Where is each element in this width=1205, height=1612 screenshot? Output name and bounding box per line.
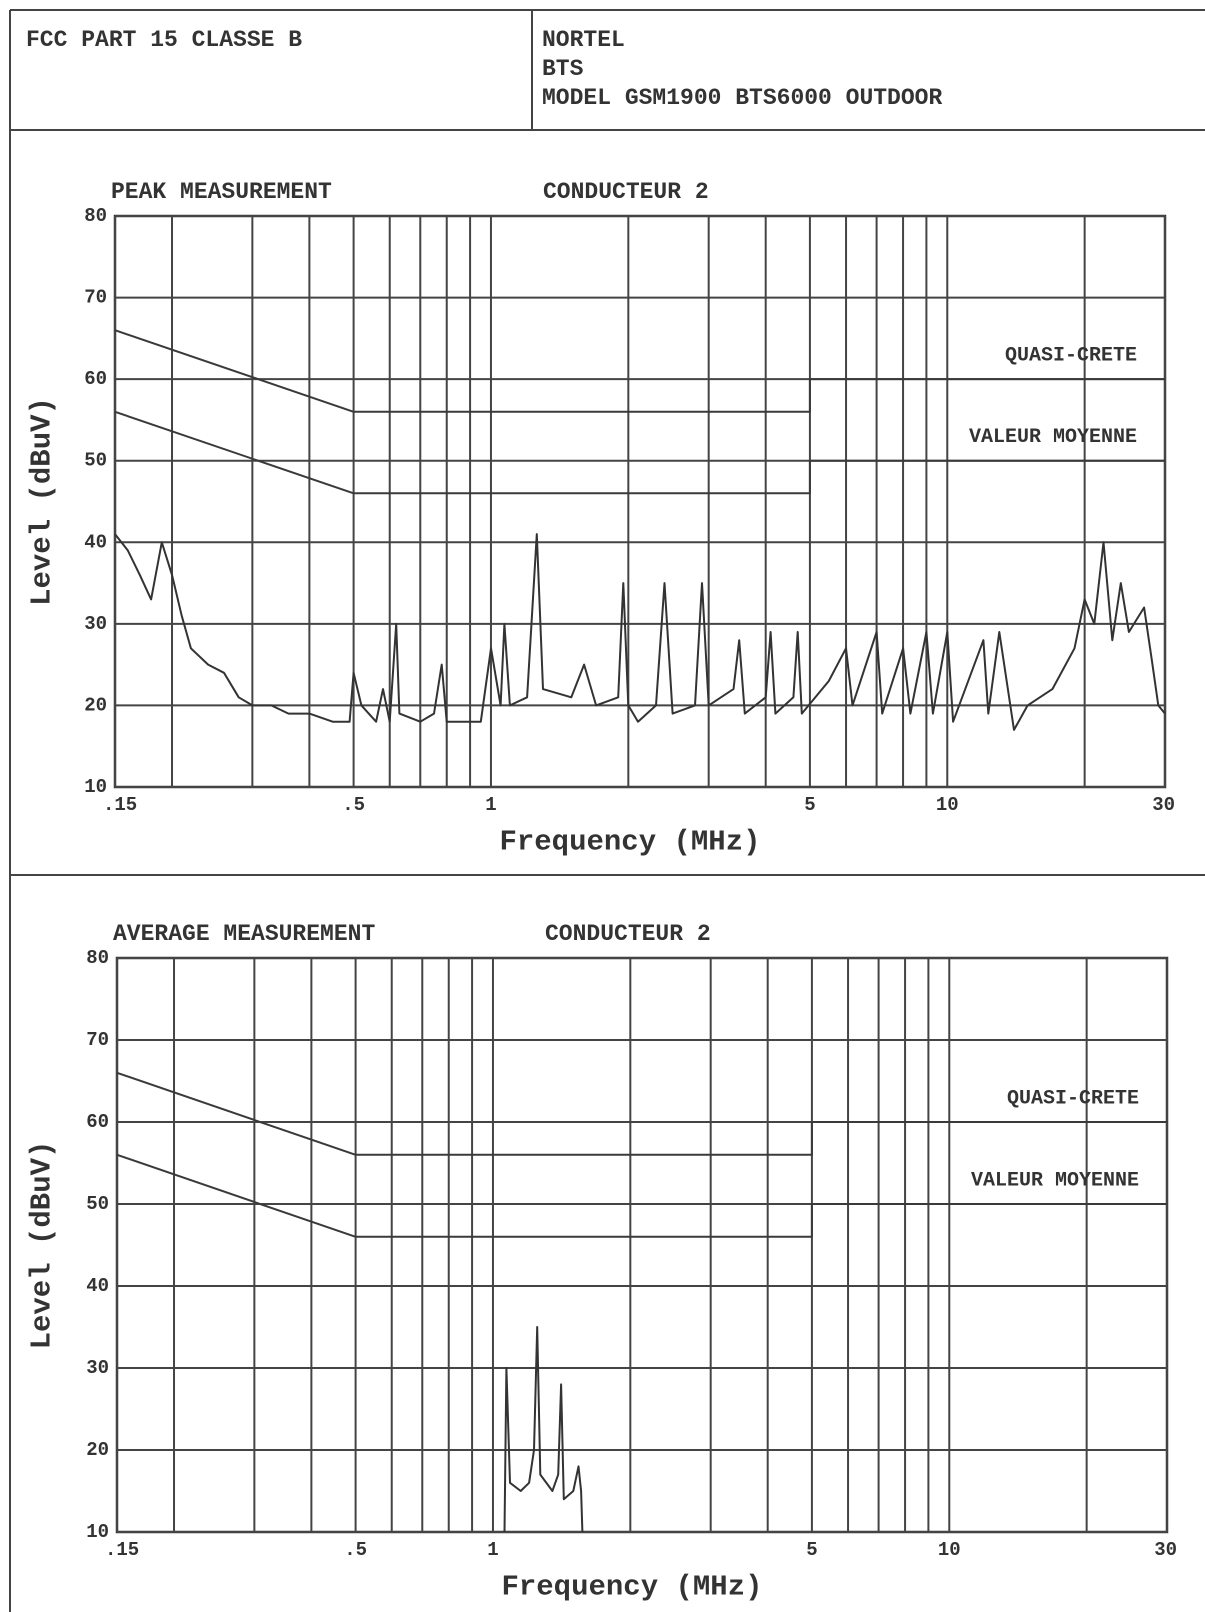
series-label: VALEUR MOYENNE xyxy=(969,426,1137,449)
x-tick-label: 30 xyxy=(1154,1539,1177,1561)
y-tick-label: 20 xyxy=(84,694,107,716)
y-tick-label: 50 xyxy=(86,1193,109,1215)
chart-title: AVERAGE MEASUREMENT xyxy=(113,921,375,947)
y-tick-label: 60 xyxy=(84,368,107,390)
series-label: QUASI-CRETE xyxy=(1007,1087,1139,1110)
x-tick-label: 1 xyxy=(487,1539,498,1561)
line-series xyxy=(114,533,1166,731)
x-axis-label: Frequency (MHz) xyxy=(501,1571,762,1604)
header-left: FCC PART 15 CLASSE B xyxy=(26,27,302,53)
y-axis-label: Level (dBuV) xyxy=(26,1141,59,1350)
x-tick-label: 5 xyxy=(804,794,815,816)
x-tick-label: .15 xyxy=(103,794,137,816)
y-tick-label: 60 xyxy=(86,1111,109,1133)
line-series xyxy=(114,410,1165,495)
x-axis-label: Frequency (MHz) xyxy=(499,826,760,859)
y-tick-label: 10 xyxy=(86,1521,109,1543)
y-tick-label: 30 xyxy=(86,1357,109,1379)
x-tick-label: .5 xyxy=(342,794,365,816)
line-series xyxy=(116,1153,1167,1238)
chart-title: PEAK MEASUREMENT xyxy=(111,179,332,205)
series-label: QUASI-CRETE xyxy=(1005,344,1137,367)
y-tick-label: 10 xyxy=(84,776,107,798)
header-right: BTS xyxy=(542,56,584,82)
x-tick-label: 1 xyxy=(485,794,496,816)
series-label: VALEUR MOYENNE xyxy=(971,1169,1139,1192)
x-tick-label: .5 xyxy=(344,1539,367,1561)
x-tick-label: 30 xyxy=(1152,794,1175,816)
chart-subtitle: CONDUCTEUR 2 xyxy=(545,921,711,947)
x-tick-label: 5 xyxy=(806,1539,817,1561)
y-tick-label: 40 xyxy=(86,1275,109,1297)
x-tick-label: .15 xyxy=(105,1539,139,1561)
line-series xyxy=(114,329,1165,413)
y-tick-label: 70 xyxy=(86,1029,109,1051)
y-axis-label: Level (dBuV) xyxy=(26,397,59,606)
line-series xyxy=(503,1326,584,1533)
header-right: NORTEL xyxy=(542,27,625,53)
y-tick-label: 30 xyxy=(84,613,107,635)
x-tick-label: 10 xyxy=(938,1539,961,1561)
x-tick-label: 10 xyxy=(936,794,959,816)
y-tick-label: 50 xyxy=(84,450,107,472)
y-tick-label: 70 xyxy=(84,287,107,309)
line-series xyxy=(116,1071,1167,1156)
y-tick-label: 80 xyxy=(86,947,109,969)
y-tick-label: 80 xyxy=(84,205,107,227)
header-right: MODEL GSM1900 BTS6000 OUTDOOR xyxy=(542,85,942,111)
y-tick-label: 20 xyxy=(86,1439,109,1461)
chart-subtitle: CONDUCTEUR 2 xyxy=(543,179,709,205)
y-tick-label: 40 xyxy=(84,531,107,553)
